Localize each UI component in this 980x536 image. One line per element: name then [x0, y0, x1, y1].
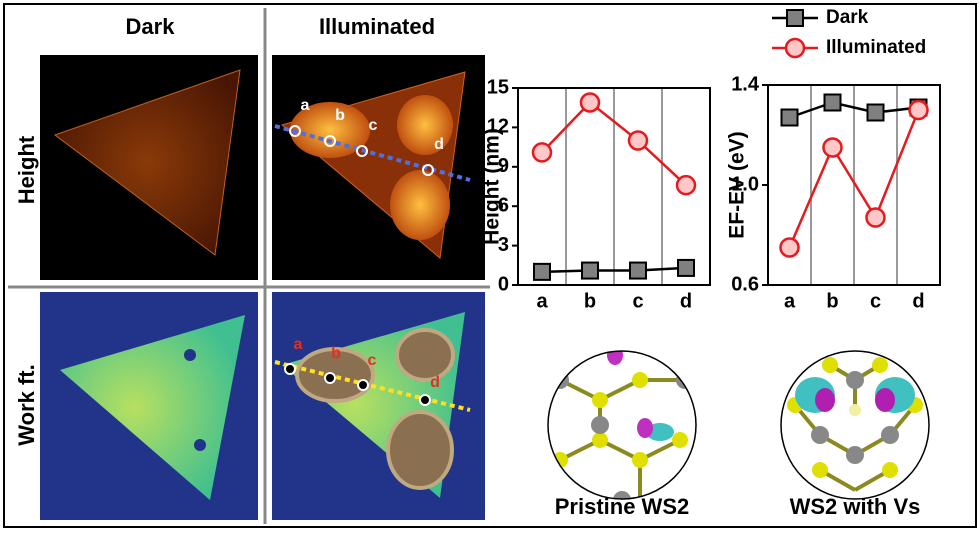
point-label: a — [294, 336, 303, 353]
point-label: a — [301, 97, 310, 114]
structure-frame — [547, 350, 697, 500]
work-dark-image — [40, 292, 258, 520]
marker — [533, 262, 551, 281]
row-title: Work ft. — [14, 364, 39, 445]
x-tick-label: b — [584, 290, 596, 312]
height-dark-image — [40, 55, 258, 280]
point-label: d — [430, 374, 440, 391]
column-title: Illuminated — [319, 14, 435, 39]
y-tick-label: 6 — [498, 194, 509, 216]
point-label: c — [369, 117, 378, 134]
marker — [779, 237, 800, 258]
y-tick-label: 1.4 — [731, 73, 760, 95]
marker — [531, 142, 553, 163]
legend-label: Illuminated — [826, 37, 926, 58]
height-illuminated-image — [272, 55, 485, 280]
x-tick-label: a — [784, 290, 796, 312]
structure-frame — [780, 350, 930, 500]
marker — [579, 92, 601, 113]
y-tick-label: 0 — [498, 273, 509, 295]
y-tick-label: 12 — [487, 116, 509, 138]
point-label: b — [331, 345, 341, 362]
series-line — [541, 100, 687, 187]
y-axis-label: Height (nm) — [481, 128, 504, 245]
structure-pristine — [548, 351, 696, 499]
point-label: c — [368, 352, 377, 369]
legend-label: Dark — [826, 7, 869, 28]
x-tick-label: d — [912, 290, 924, 312]
structure-vacancy — [781, 351, 929, 499]
series-line — [541, 266, 687, 274]
marker — [581, 261, 599, 280]
work-illuminated-image — [272, 292, 485, 520]
marker — [822, 137, 843, 158]
x-tick-label: d — [680, 290, 692, 312]
x-tick-label: c — [632, 290, 643, 312]
x-tick-label: c — [870, 290, 881, 312]
y-tick-label: 9 — [498, 155, 509, 177]
x-tick-label: b — [826, 290, 838, 312]
marker — [908, 99, 929, 121]
point-label: d — [434, 136, 444, 153]
point-label: b — [335, 107, 345, 124]
marker — [823, 93, 842, 112]
y-tick-label: 15 — [487, 76, 509, 98]
marker — [866, 103, 885, 122]
marker — [627, 130, 649, 151]
legend-marker — [786, 9, 804, 27]
y-tick-label: 1.0 — [731, 173, 759, 195]
legend-marker — [784, 37, 806, 59]
y-tick-label: 0.6 — [731, 273, 759, 295]
structure-caption: Pristine WS2 — [555, 494, 689, 519]
row-title: Height — [14, 135, 39, 204]
series-line — [789, 101, 919, 119]
marker — [865, 207, 886, 228]
y-axis-label: EF-EV (eV) — [726, 131, 749, 238]
column-title: Dark — [126, 14, 176, 39]
series-line — [788, 109, 920, 248]
structure-caption: WS2 with Vs — [790, 494, 921, 519]
frame — [3, 3, 977, 528]
plot-frame — [517, 87, 711, 286]
marker — [677, 258, 695, 277]
marker — [675, 174, 697, 196]
y-tick-label: 3 — [498, 234, 509, 256]
x-tick-label: a — [536, 290, 548, 312]
marker — [780, 108, 799, 127]
marker — [629, 261, 647, 280]
